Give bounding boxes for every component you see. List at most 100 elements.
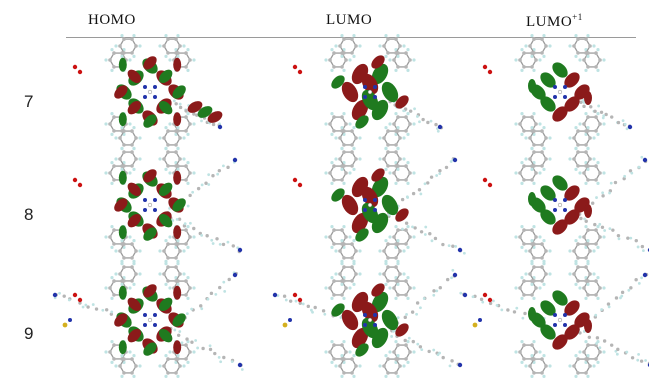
row-label-8: 8 [24, 205, 34, 224]
orbital-lobe [564, 209, 580, 225]
orbital-lobe [564, 185, 580, 201]
orbital-lobe [341, 81, 359, 103]
orbital-lobe [341, 309, 359, 331]
orbital-lobe [172, 313, 186, 327]
orbital-lobe [355, 343, 369, 357]
orbital-lobe [187, 101, 203, 113]
orbital-lobe [114, 85, 128, 99]
orbital-lobe [381, 81, 399, 103]
orbital-lobe [143, 342, 157, 356]
orbital-lobe [118, 340, 127, 355]
orbital-homo-molecule-7 [72, 34, 223, 150]
orbital-lobe [331, 188, 345, 202]
row-label-9: 9 [24, 324, 34, 343]
orbital-lobe [159, 297, 173, 311]
orbital-group [482, 147, 649, 263]
orbital-lumo1-molecule-9 [459, 262, 649, 378]
row-label-7: 7 [24, 92, 34, 111]
orbital-lobe [552, 175, 568, 191]
orbital-lobe [143, 284, 157, 298]
orbital-lumo-molecule-9 [272, 262, 463, 378]
orbital-lobe [552, 334, 568, 350]
orbital-lobe [361, 317, 379, 339]
orbital-lobe [127, 182, 141, 196]
orbital-lobe [528, 192, 536, 206]
orbital-lobe [540, 300, 556, 316]
orbital-lobe [361, 186, 379, 208]
orbital-lobe [159, 69, 173, 83]
orbital-lobe [371, 63, 389, 85]
orbital-lobe [173, 112, 182, 127]
orbital-lobe [540, 72, 556, 88]
orbital-lobe [395, 208, 409, 222]
header-rule [66, 37, 636, 38]
orbital-lobe [127, 101, 141, 115]
orbital-lobe [331, 75, 345, 89]
orbital-lobe [564, 300, 580, 316]
orbital-lobe [371, 291, 389, 313]
orbital-lobe [540, 185, 556, 201]
orbital-lobe [564, 324, 580, 340]
orbital-lumo1-molecule-8 [482, 147, 649, 263]
orbital-lobe [159, 214, 173, 228]
orbital-lobe [574, 197, 590, 213]
orbital-lobe [528, 79, 536, 93]
orbital-lobe [114, 313, 128, 327]
orbital-lobe [159, 101, 173, 115]
orbital-lobe [127, 329, 141, 343]
orbital-homo-molecule-8 [72, 147, 243, 263]
orbital-lobe [371, 168, 385, 182]
orbital-lobe [173, 285, 182, 300]
orbital-lobe [351, 327, 369, 349]
orbital-lobe [143, 56, 157, 70]
orbital-lobe [159, 182, 173, 196]
orbital-lobe [584, 204, 592, 218]
orbital-lobe [207, 111, 223, 123]
orbital-lobe [528, 307, 536, 321]
orbital-lobe [584, 91, 592, 105]
orbital-lobe [143, 227, 157, 241]
orbital-lobe [371, 283, 385, 297]
orbital-lobe [159, 329, 173, 343]
orbital-group [72, 147, 243, 263]
orbital-group [52, 262, 244, 378]
orbital-group [459, 262, 649, 378]
orbital-group [292, 34, 444, 150]
header-lumo-plus-1: LUMO+1 [526, 12, 583, 31]
orbital-lobe [355, 115, 369, 129]
orbital-lobe [143, 114, 157, 128]
orbital-lobe [395, 323, 409, 337]
orbital-lobe [143, 169, 157, 183]
orbital-lobe [127, 214, 141, 228]
orbital-lobe [361, 89, 379, 111]
header-lumo: LUMO [326, 12, 372, 29]
header-homo: HOMO [88, 12, 136, 29]
orbital-lobe [127, 69, 141, 83]
orbital-lobe [173, 225, 182, 240]
orbital-lobe [552, 219, 568, 235]
orbital-lobe [118, 112, 127, 127]
orbital-lobe [351, 212, 369, 234]
orbital-lobe [118, 170, 127, 185]
header-homo-label: HOMO [88, 12, 136, 28]
orbital-group [72, 34, 223, 150]
orbital-group [482, 34, 633, 150]
orbital-lobe [552, 290, 568, 306]
orbital-lobe [584, 319, 592, 333]
orbital-lobe [371, 176, 389, 198]
orbital-lobe [355, 228, 369, 242]
orbital-lobe [118, 57, 127, 72]
orbital-lobe [552, 106, 568, 122]
orbital-lobe [361, 202, 379, 224]
orbital-lobe [552, 62, 568, 78]
orbital-lobe [114, 198, 128, 212]
orbital-lobe [172, 85, 186, 99]
orbital-lumo-molecule-8 [292, 147, 466, 263]
orbital-lobe [173, 340, 182, 355]
orbital-lobe [118, 285, 127, 300]
orbital-lobe [381, 194, 399, 216]
orbital-lobe [173, 57, 182, 72]
orbital-lobe [351, 99, 369, 121]
header-lumo-label: LUMO [326, 12, 373, 28]
orbital-lobe [395, 95, 409, 109]
